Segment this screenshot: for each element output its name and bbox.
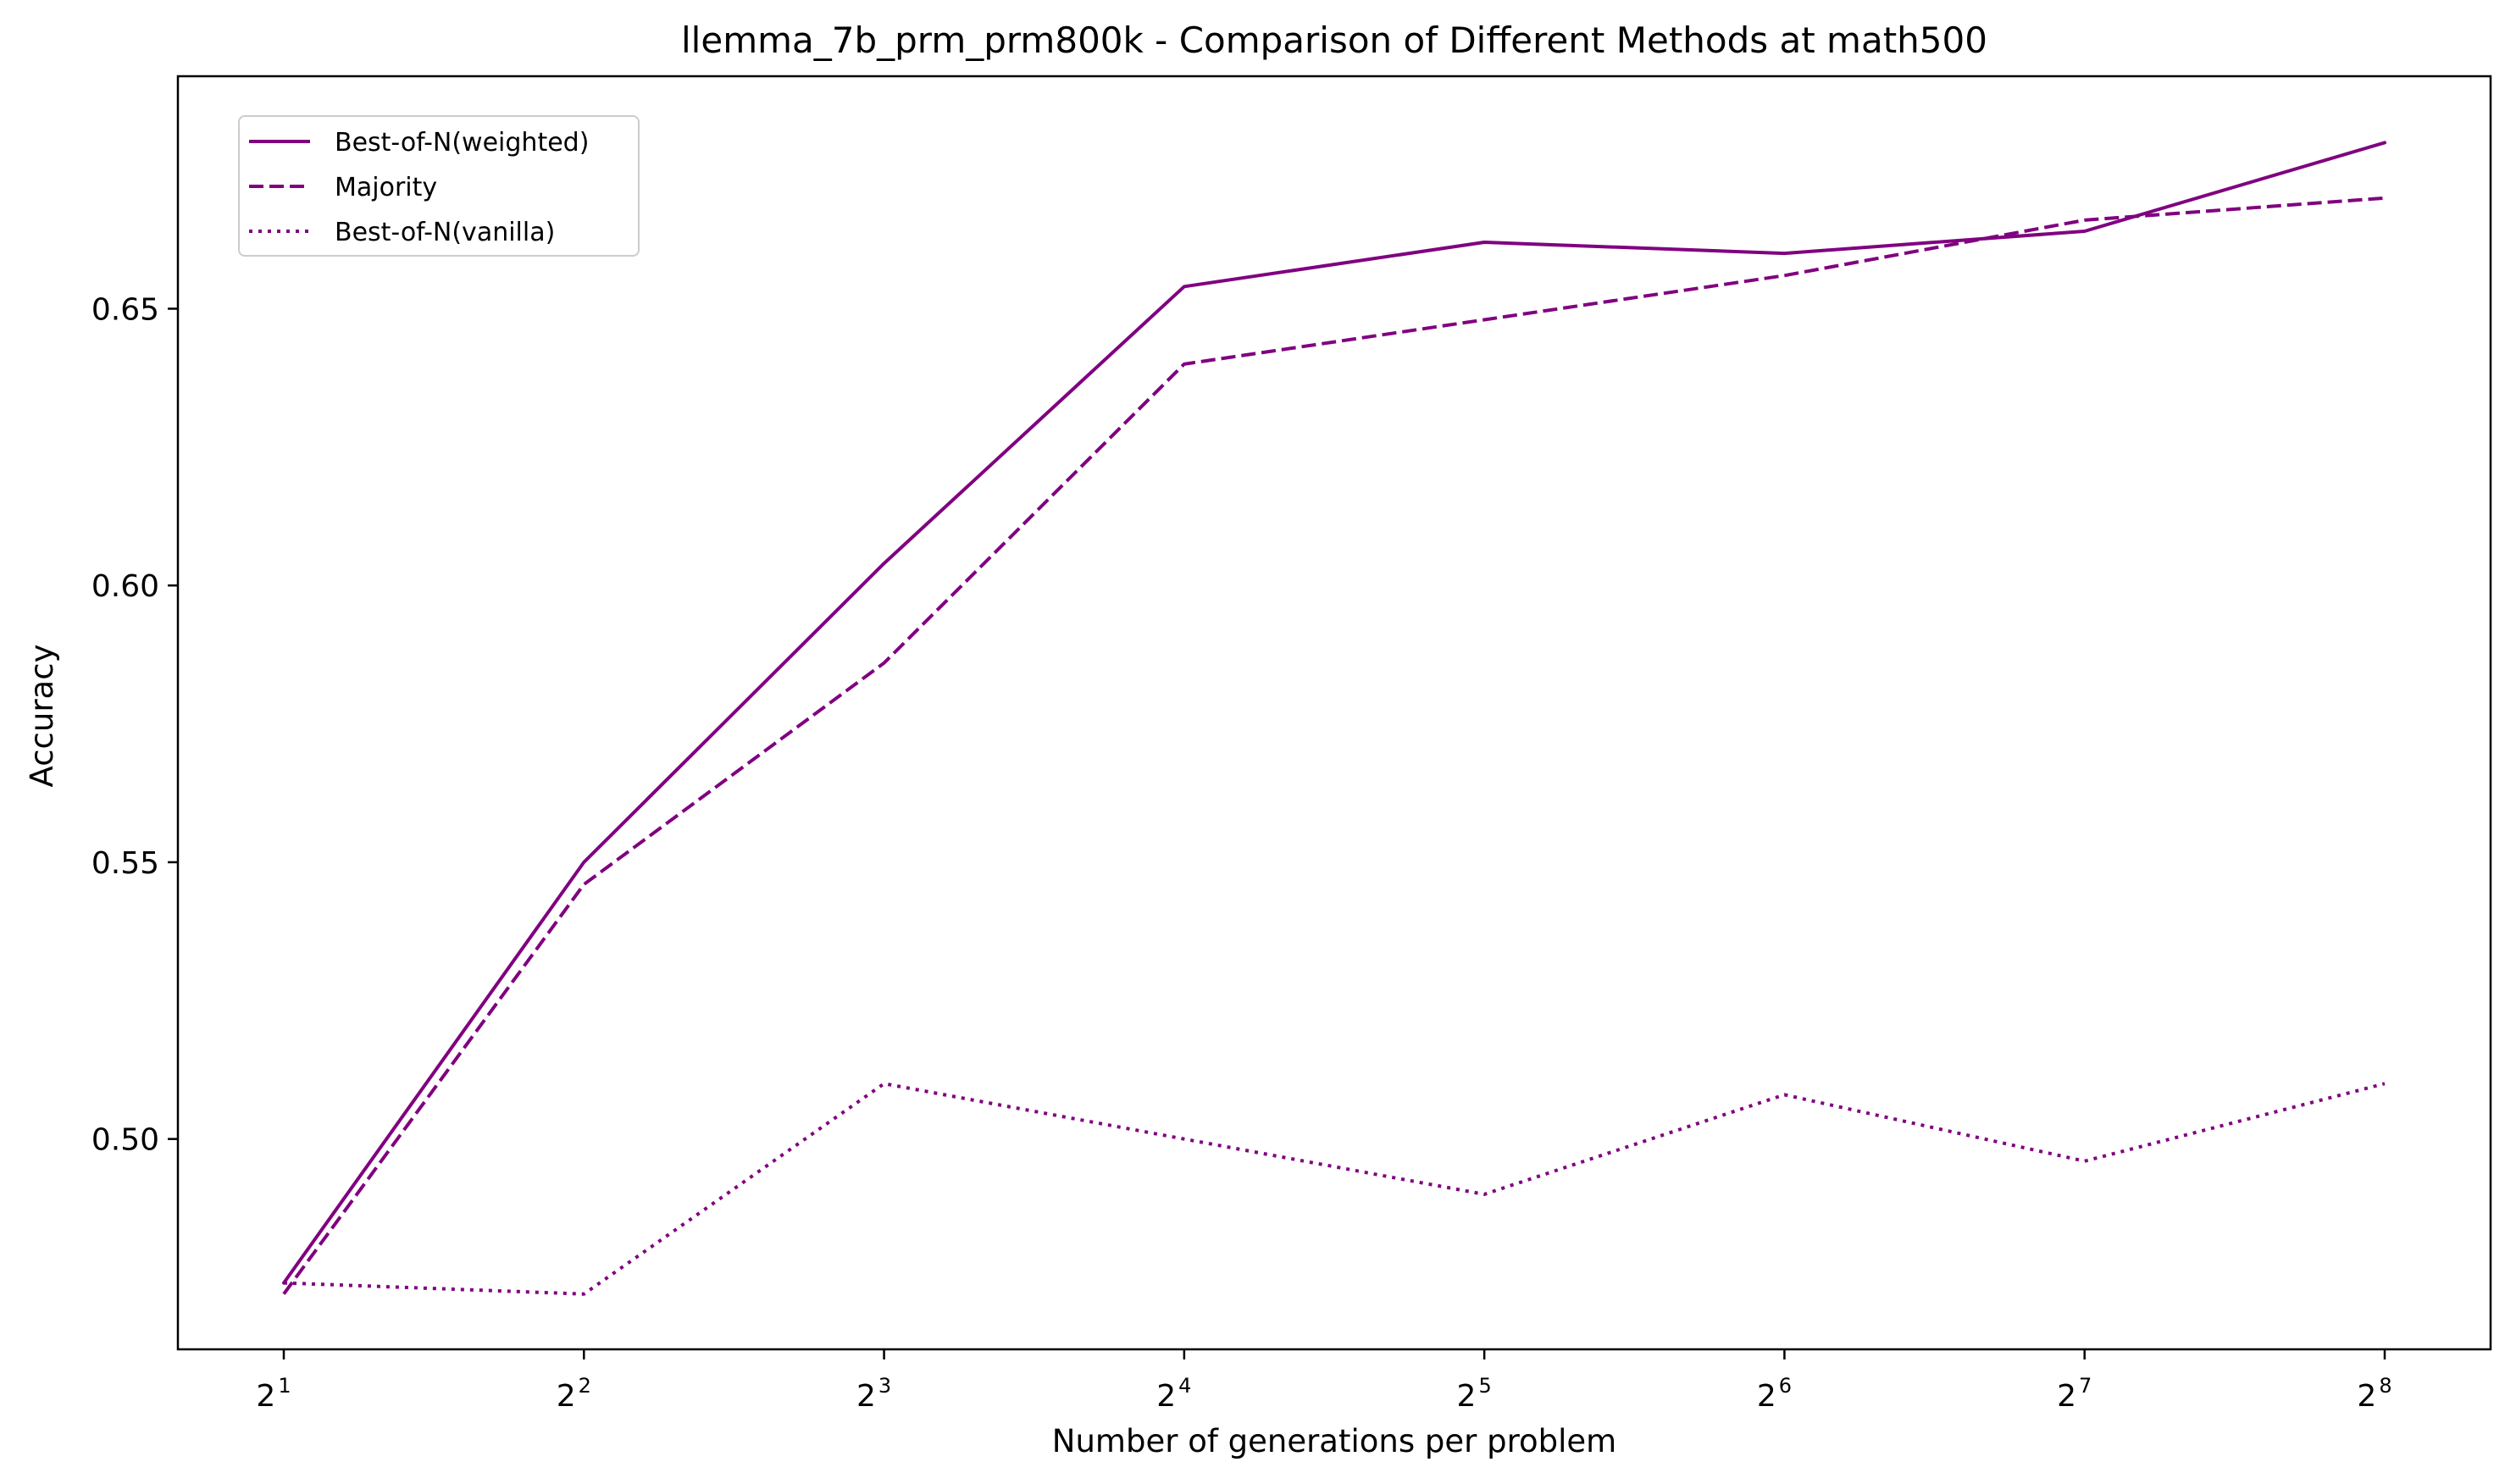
x-tick-base: 2 xyxy=(2357,1379,2376,1414)
series-line-1 xyxy=(282,196,2386,1295)
x-tick-exponent: 5 xyxy=(1478,1374,1491,1398)
data-point xyxy=(1183,286,1184,287)
series-layer xyxy=(282,141,2386,1296)
data-point xyxy=(2084,230,2085,231)
y-axis-label: Accuracy xyxy=(24,645,60,788)
data-point xyxy=(584,861,585,862)
legend-label: Best-of-N(weighted) xyxy=(335,128,589,158)
x-tick-exponent: 2 xyxy=(579,1374,591,1398)
x-tick-exponent: 3 xyxy=(878,1374,891,1398)
y-axis: 0.50 0.55 0.60 0.65 xyxy=(91,292,178,1158)
y-tick-label: 0.50 xyxy=(91,1123,159,1158)
y-tick-label: 0.55 xyxy=(91,846,159,881)
data-point xyxy=(284,1282,285,1283)
chart-title: llemma_7b_prm_prm800k - Comparison of Di… xyxy=(681,19,1987,61)
legend: Best-of-N(weighted) Majority Best-of-N(van… xyxy=(238,115,640,257)
x-tick-base: 2 xyxy=(557,1379,576,1414)
x-axis-label: Number of generations per problem xyxy=(1052,1423,1616,1459)
x-tick-exponent: 6 xyxy=(1779,1374,1792,1398)
data-point xyxy=(1484,1194,1485,1195)
x-tick-base: 2 xyxy=(856,1379,876,1414)
x-tick-exponent: 4 xyxy=(1178,1374,1191,1398)
legend-label: Majority xyxy=(335,173,437,202)
series-line-0 xyxy=(282,141,2386,1285)
data-point xyxy=(1484,319,1485,320)
data-point xyxy=(584,884,585,885)
data-point xyxy=(1784,275,1785,276)
data-point xyxy=(2084,1160,2085,1161)
data-point xyxy=(1183,363,1184,364)
plot-frame xyxy=(176,75,2492,1351)
x-tick-base: 2 xyxy=(1457,1379,1477,1414)
data-point xyxy=(2385,197,2386,198)
y-tick-label: 0.60 xyxy=(91,569,159,604)
x-tick-exponent: 8 xyxy=(2379,1374,2391,1398)
x-tick-base: 2 xyxy=(2057,1379,2076,1414)
data-point xyxy=(1484,242,1485,243)
x-tick-base: 2 xyxy=(256,1379,275,1414)
data-point xyxy=(1784,1094,1785,1095)
y-tick-label: 0.65 xyxy=(91,292,159,327)
data-point xyxy=(2385,142,2386,143)
x-tick-base: 2 xyxy=(1156,1379,1176,1414)
x-tick-base: 2 xyxy=(1757,1379,1776,1414)
data-point xyxy=(2084,219,2085,220)
data-point xyxy=(584,1293,585,1294)
data-point xyxy=(1784,253,1785,254)
data-point xyxy=(284,1293,285,1294)
x-tick-exponent: 7 xyxy=(2079,1374,2092,1398)
data-point xyxy=(2385,1083,2386,1084)
legend-label: Best-of-N(vanilla) xyxy=(335,218,555,247)
legend-box xyxy=(238,115,640,257)
data-point xyxy=(1183,1138,1184,1139)
x-tick-exponent: 1 xyxy=(278,1374,291,1398)
